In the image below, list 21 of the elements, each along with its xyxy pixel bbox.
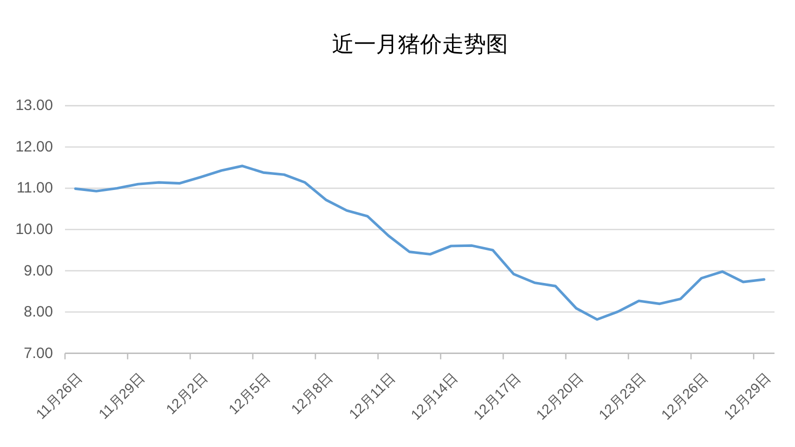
x-tick-label: 11月26日 (32, 370, 86, 422)
line-series (74, 164, 766, 321)
x-tick-label: 12月23日 (595, 370, 649, 423)
y-tick-label: 12.00 (15, 138, 53, 156)
x-tick-label: 12月11日 (346, 370, 398, 422)
y-tick-label: 8.00 (24, 304, 53, 321)
x-tick-label: 12月2日 (162, 370, 210, 418)
x-tick-label: 12月17日 (470, 370, 524, 423)
x-tick-label: 12月8日 (288, 370, 336, 418)
y-tick-label: 9.00 (24, 262, 53, 280)
y-tick-label: 7.00 (24, 344, 53, 362)
x-tick-label: 11月29日 (95, 370, 148, 422)
y-tick-label: 10.00 (15, 221, 53, 238)
x-tick-label: 12月29日 (720, 370, 774, 423)
x-tick-label: 12月5日 (225, 370, 273, 418)
y-tick-label: 13.00 (15, 97, 53, 114)
y-tick-label: 11.00 (16, 180, 53, 197)
x-tick-label: 12月14日 (408, 370, 461, 423)
x-tick-label: 12月20日 (532, 370, 586, 423)
x-tick-label: 12月26日 (658, 370, 712, 423)
chart-title: 近一月猪价走势图 (332, 32, 508, 56)
